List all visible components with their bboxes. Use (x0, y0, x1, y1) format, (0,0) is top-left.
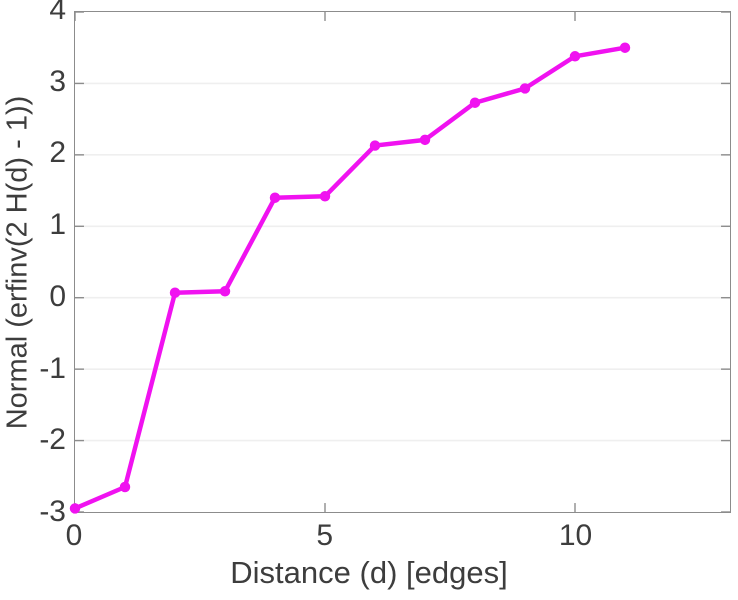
y-tick-label: 4 (49, 0, 66, 26)
data-point (319, 191, 331, 202)
x-tick-label: 0 (65, 519, 83, 552)
gridlines (75, 82, 730, 442)
data-point (519, 83, 531, 94)
data-point (569, 51, 581, 62)
y-tick-label: -2 (39, 423, 66, 457)
data-point (469, 97, 481, 108)
y-tick-label: 2 (49, 136, 66, 170)
y-tick-label: 0 (49, 279, 66, 313)
x-tick-label: 5 (316, 519, 334, 552)
data-point (269, 192, 281, 203)
series-line-0 (72, 45, 628, 511)
data-series-layer (69, 42, 631, 514)
y-axis-label: Normal (erfinv(2 H(d) - 1)) (1, 95, 34, 429)
y-axis-label-container: Normal (erfinv(2 H(d) - 1)) (0, 0, 36, 524)
y-tick-label: 1 (49, 208, 66, 242)
data-point (419, 134, 431, 146)
x-tick-label: 10 (558, 519, 593, 552)
data-point (369, 140, 381, 151)
y-tick-label: -1 (39, 351, 66, 385)
x-axis-label: Distance (d) [edges] (230, 555, 508, 590)
data-point (69, 503, 81, 514)
y-tick-label: 3 (49, 64, 66, 98)
y-tick-label: -3 (39, 495, 66, 528)
data-point (119, 481, 131, 493)
data-point (619, 42, 631, 53)
data-point (169, 287, 181, 298)
plot-area (69, 11, 731, 514)
data-point (219, 286, 231, 297)
